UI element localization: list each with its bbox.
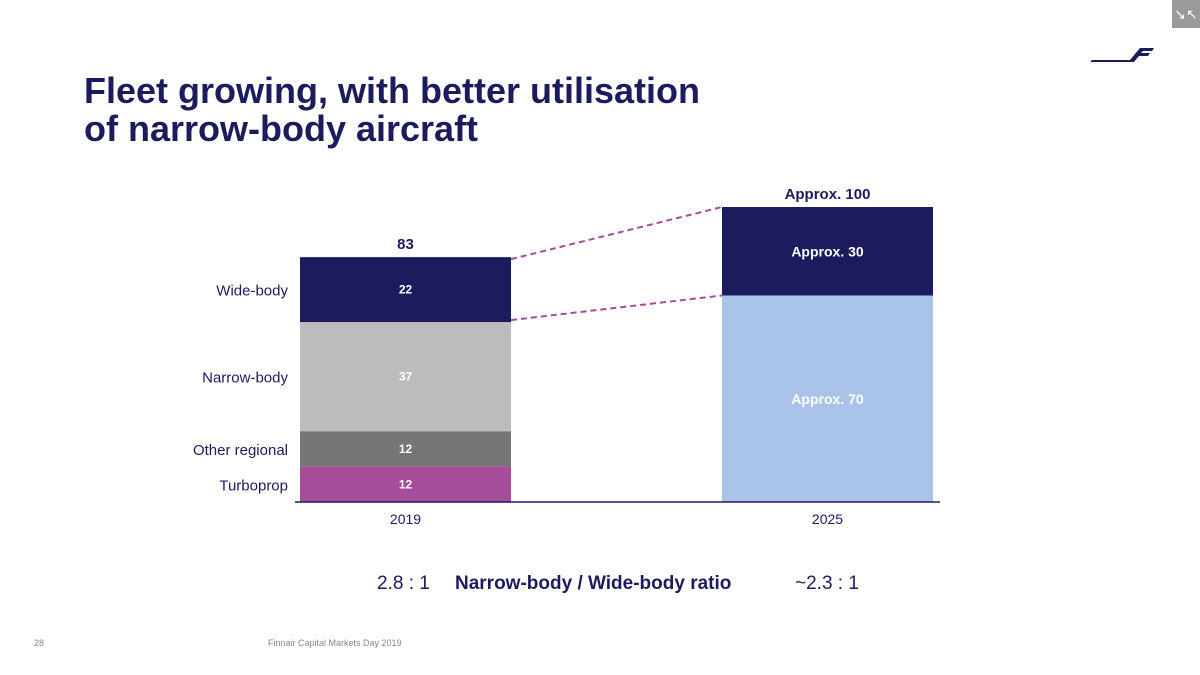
segment-label: 12 <box>399 477 413 491</box>
title-line-2: of narrow-body aircraft <box>84 108 479 149</box>
legend-label: Narrow-body <box>202 370 288 387</box>
legend-label: Other regional <box>193 442 288 459</box>
bar-2019-other-regional <box>300 431 511 467</box>
bar-2019-wide-body <box>300 257 511 323</box>
footer-text: Finnair Capital Markets Day 2019 <box>268 638 402 648</box>
collapse-icon[interactable]: ↘↖ <box>1172 0 1200 28</box>
bar-2025-narrow-body <box>722 295 933 502</box>
x-tick-label: 2025 <box>812 511 843 527</box>
bar-2019-turboprop <box>300 466 511 502</box>
title-line-1: Fleet growing, with better utilisation <box>84 70 701 111</box>
ratio-2025: ~2.3 : 1 <box>795 573 859 594</box>
total-label: Approx. 100 <box>785 186 871 203</box>
bar-2025-wide-body <box>722 207 933 296</box>
legend-label: Turboprop <box>219 477 288 494</box>
segment-label: 12 <box>399 442 413 456</box>
segment-label: Approx. 70 <box>791 391 864 407</box>
ratio-label: Narrow-body / Wide-body ratio <box>455 573 732 594</box>
connector-top <box>510 206 723 261</box>
total-label: 83 <box>397 236 414 253</box>
segment-label: 22 <box>399 283 413 297</box>
segment-label: 37 <box>399 370 413 384</box>
legend-label: Wide-body <box>216 283 288 300</box>
x-tick-label: 2019 <box>390 511 421 527</box>
ratio-2019: 2.8 : 1 <box>377 573 430 594</box>
page-title: Fleet growing, with better utilisation o… <box>84 72 700 148</box>
segment-label: Approx. 30 <box>791 243 864 259</box>
page-number: 28 <box>34 638 45 648</box>
bar-2019-narrow-body <box>300 322 511 432</box>
finnair-logo <box>1090 48 1154 62</box>
connector-middle <box>510 294 723 322</box>
